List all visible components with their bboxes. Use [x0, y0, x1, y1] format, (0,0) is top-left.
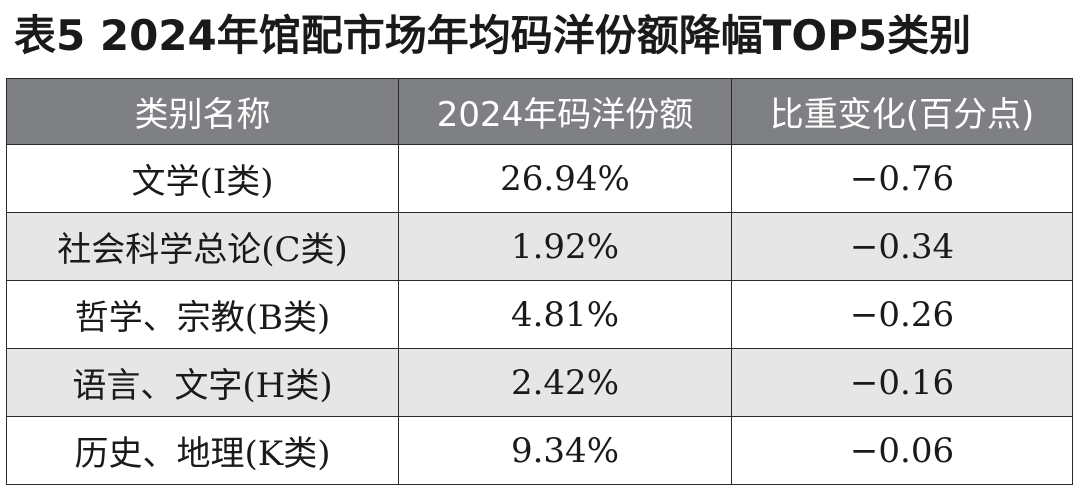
column-header-change: 比重变化(百分点) [731, 78, 1073, 145]
cell-change: −0.26 [731, 280, 1073, 349]
column-header-share: 2024年码洋份额 [398, 78, 732, 145]
cell-category: 历史、地理(K类) [6, 416, 399, 485]
cell-share: 4.81% [398, 280, 732, 349]
column-header-category: 类别名称 [6, 78, 399, 145]
cell-change: −0.34 [731, 212, 1073, 281]
table-row: 社会科学总论(C类) 1.92% −0.34 [6, 212, 1073, 281]
table-row: 哲学、宗教(B类) 4.81% −0.26 [6, 280, 1073, 349]
cell-change: −0.06 [731, 416, 1073, 485]
cell-change: −0.16 [731, 348, 1073, 417]
data-table: 类别名称 2024年码洋份额 比重变化(百分点) 文学(I类) 26.94% −… [6, 78, 1073, 485]
cell-category: 社会科学总论(C类) [6, 212, 399, 281]
table-row: 语言、文字(H类) 2.42% −0.16 [6, 348, 1073, 417]
cell-category: 文学(I类) [6, 144, 399, 213]
table-header: 类别名称 2024年码洋份额 比重变化(百分点) [6, 78, 1073, 145]
cell-category: 语言、文字(H类) [6, 348, 399, 417]
table-row: 历史、地理(K类) 9.34% −0.06 [6, 416, 1073, 485]
cell-category: 哲学、宗教(B类) [6, 280, 399, 349]
table-body: 文学(I类) 26.94% −0.76 社会科学总论(C类) 1.92% −0.… [6, 144, 1073, 485]
header-row: 类别名称 2024年码洋份额 比重变化(百分点) [6, 78, 1073, 145]
table-title: 表5 2024年馆配市场年均码洋份额降幅TOP5类别 [14, 11, 972, 60]
cell-share: 2.42% [398, 348, 732, 417]
table-row: 文学(I类) 26.94% −0.76 [6, 144, 1073, 213]
cell-share: 1.92% [398, 212, 732, 281]
cell-change: −0.76 [731, 144, 1073, 213]
cell-share: 26.94% [398, 144, 732, 213]
cell-share: 9.34% [398, 416, 732, 485]
